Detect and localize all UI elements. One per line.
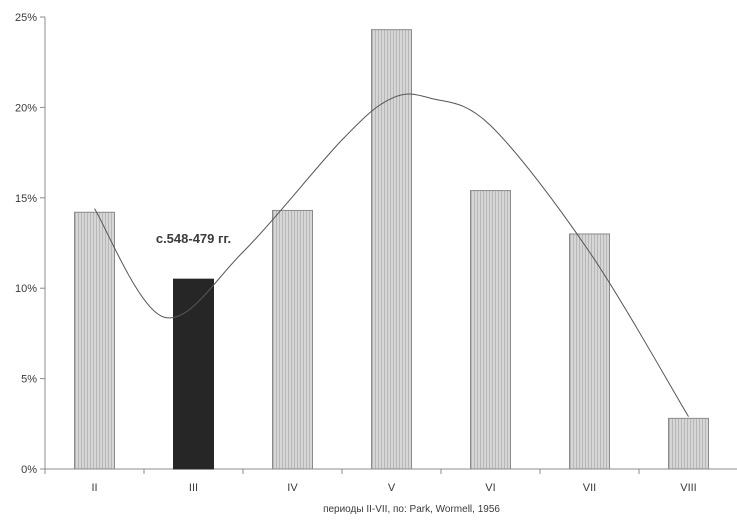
y-tick-label: 15% <box>15 193 37 205</box>
bar <box>272 209 313 470</box>
bar <box>371 29 412 470</box>
x-tick-label: II <box>91 482 97 494</box>
bar-highlighted <box>173 278 214 470</box>
trendline <box>94 93 689 417</box>
bars <box>74 29 709 470</box>
y-tick-label: 20% <box>15 102 37 114</box>
x-tick-label: VIII <box>680 482 697 494</box>
y-tick-label: 25% <box>15 12 37 24</box>
x-axis-title: периоды II-VII, по: Park, Wormell, 1956 <box>323 504 500 515</box>
highlight-annotation: c.548-479 гг. <box>156 231 231 246</box>
y-tick-label: 5% <box>21 374 37 386</box>
annotations: c.548-479 гг. <box>156 231 231 246</box>
y-tick-label: 0% <box>21 464 37 476</box>
x-tick-label: VI <box>485 482 495 494</box>
bar <box>668 417 709 470</box>
x-tick-label: IV <box>287 482 298 494</box>
x-tick-label: V <box>388 482 396 494</box>
bar <box>470 190 511 470</box>
bar <box>569 233 610 470</box>
y-tick-label: 10% <box>15 283 37 295</box>
x-tick-label: VII <box>583 482 596 494</box>
y-axis: 0% 5% 10% 15% 20% 25% <box>15 12 46 476</box>
x-tick-label: III <box>189 482 198 494</box>
trend-line <box>94 93 689 417</box>
bar <box>74 211 115 470</box>
